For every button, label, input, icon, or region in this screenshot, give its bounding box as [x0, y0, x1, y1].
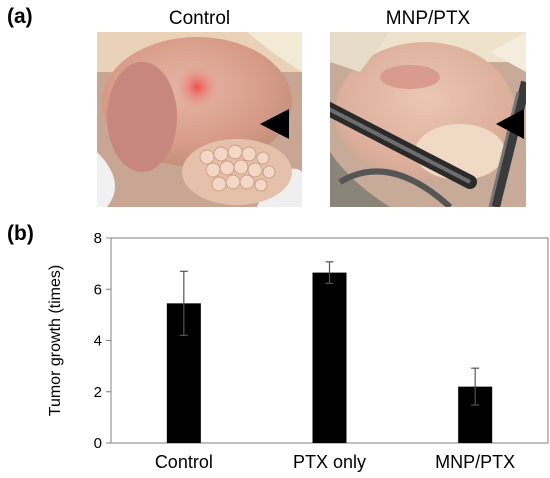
control-tumor-image: [97, 32, 302, 207]
mnp-ptx-tumor-image: [330, 32, 526, 207]
y-axis-label: Tumor growth (times): [47, 265, 64, 416]
bar-ptx-only: [312, 272, 347, 443]
panel-b-label: (b): [7, 222, 34, 245]
y-tick-label: 2: [94, 384, 102, 401]
arrowhead-marker-icon: [260, 109, 289, 139]
panel-a-label: (a): [7, 5, 33, 28]
x-category-label: MNP/PTX: [435, 452, 515, 472]
y-tick-label: 6: [94, 281, 102, 298]
photo-title-control: Control: [168, 8, 231, 29]
photo-title-mnp-ptx: MNP/PTX: [385, 8, 471, 29]
y-tick-label: 4: [94, 333, 102, 350]
mnp-ptx-tumor-photo: [330, 32, 526, 207]
y-tick-label: 0: [94, 435, 102, 452]
arrowhead-marker-icon: [496, 109, 524, 139]
y-tick-label: 8: [94, 230, 102, 247]
tumor-growth-bar-chart: 0 2 4 6 8 Control PTX only MNP/PTX Tumor growth…: [47, 230, 549, 472]
x-category-label: PTX only: [293, 452, 366, 472]
x-category-label: Control: [155, 452, 213, 472]
control-tumor-photo: [97, 32, 302, 207]
